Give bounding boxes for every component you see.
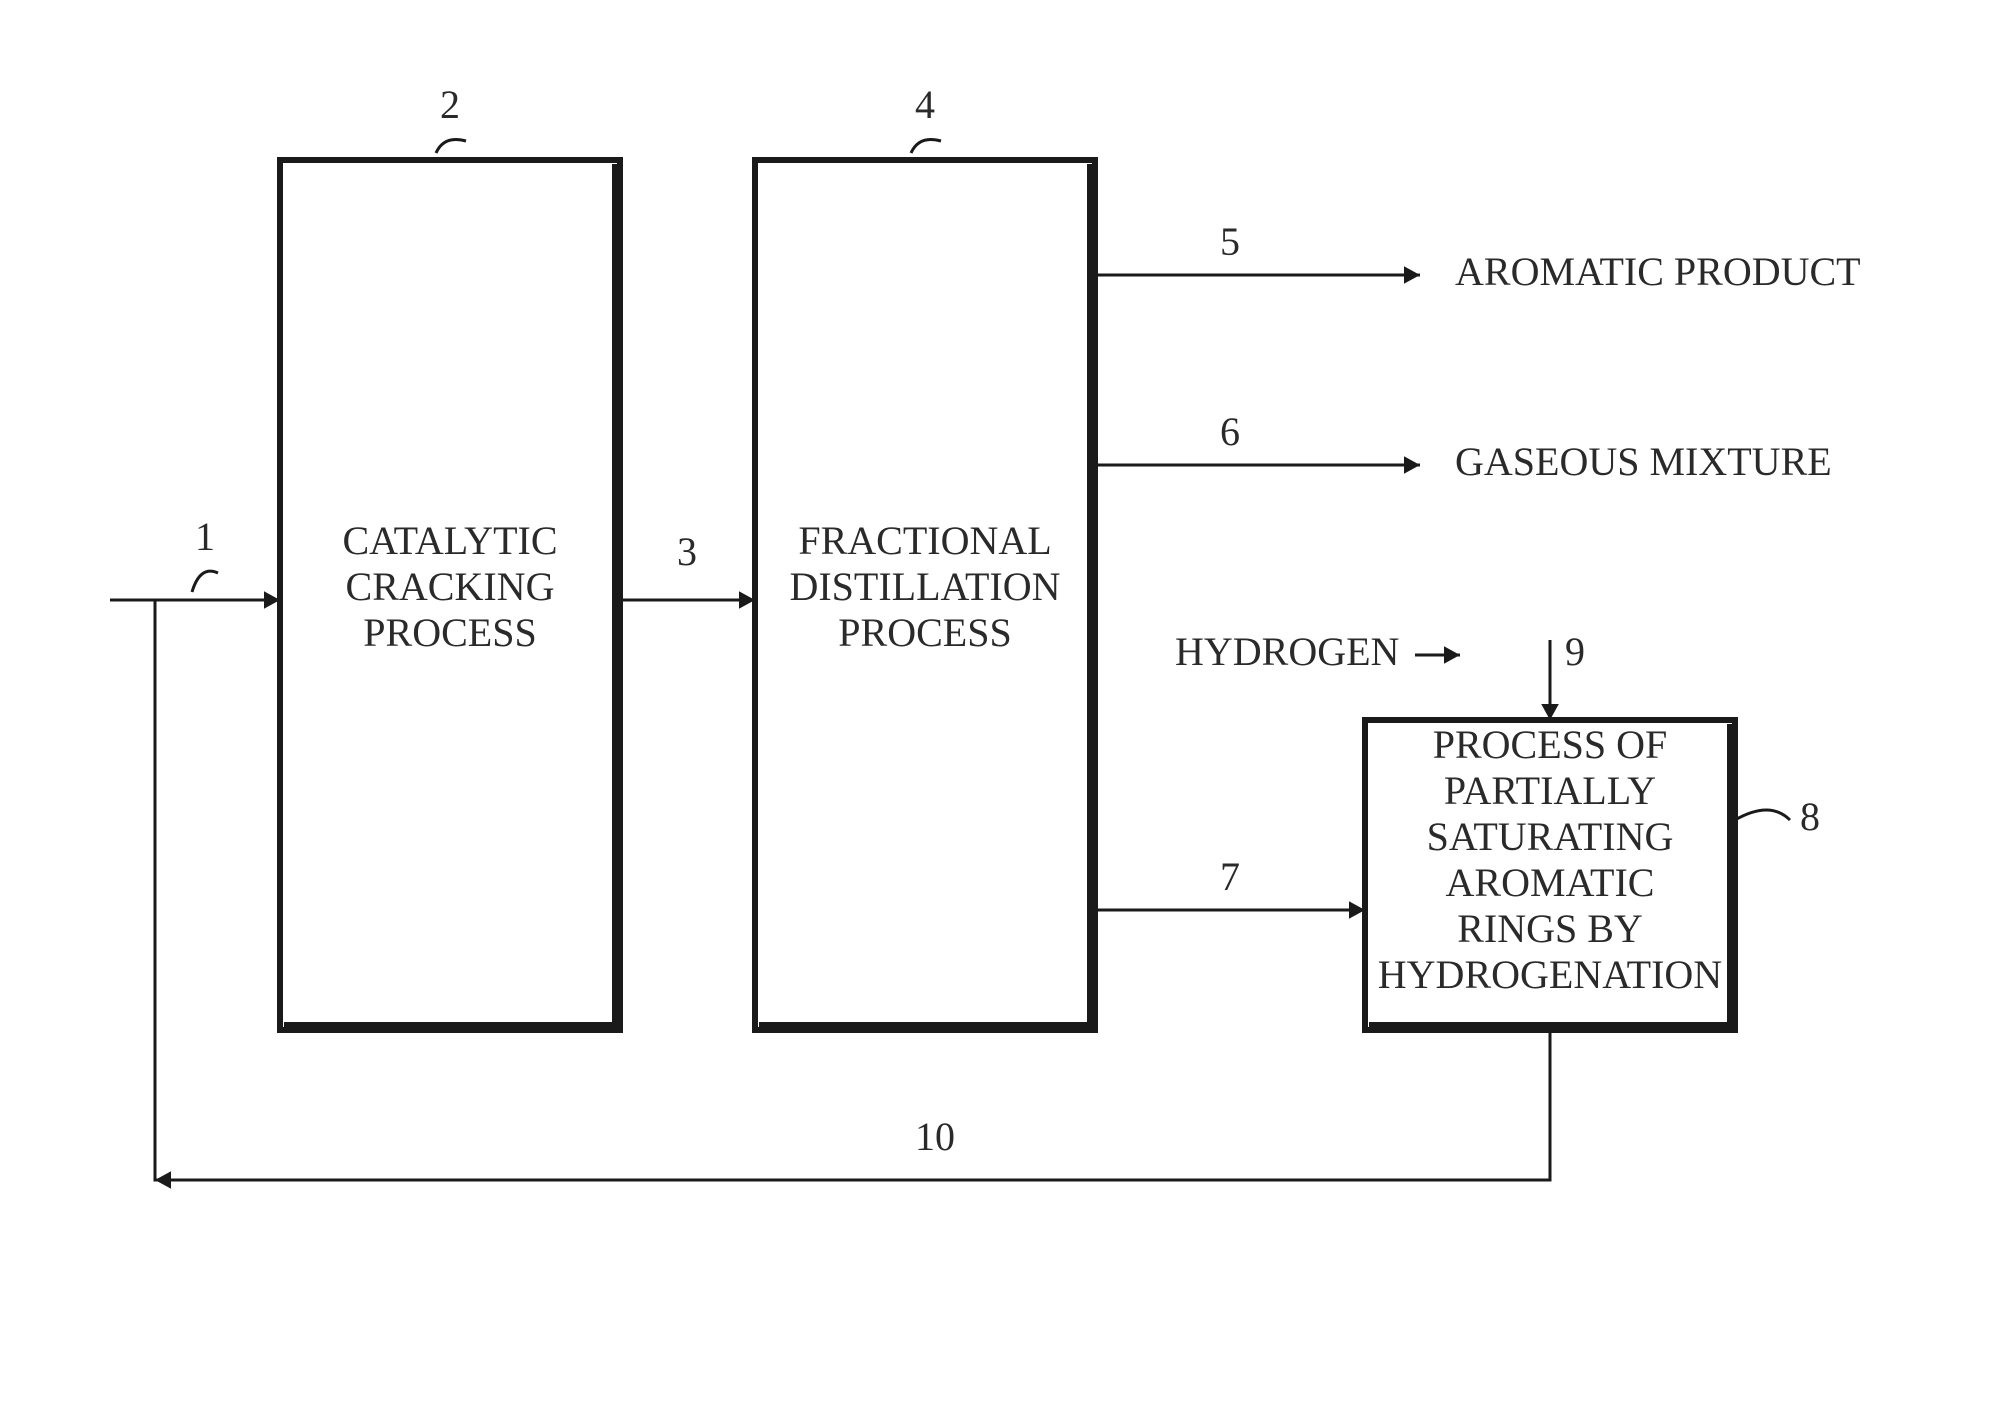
stream-arrow-5 (1404, 266, 1420, 284)
process-box-label: PROCESS (838, 610, 1011, 655)
box-ref-num: 4 (915, 82, 935, 127)
process-box-label: CATALYTIC (343, 518, 558, 563)
process-box-label: AROMATIC (1446, 860, 1655, 905)
process-box-label: PROCESS OF (1433, 722, 1668, 767)
process-box-label: PROCESS (363, 610, 536, 655)
box-shadow-bottom (284, 1022, 620, 1030)
process-box-label: SATURATING (1427, 814, 1674, 859)
stream-num-3: 3 (677, 529, 697, 574)
box-shadow-right (612, 164, 620, 1030)
stream-num-7: 7 (1220, 854, 1240, 899)
process-box-label: CRACKING (346, 564, 555, 609)
stream-num-5: 5 (1220, 219, 1240, 264)
box-shadow-right (1727, 724, 1735, 1030)
stream-label-9: HYDROGEN (1175, 629, 1399, 674)
ref-tick (192, 571, 218, 592)
stream-num-10: 10 (915, 1114, 955, 1159)
box-ref-num: 2 (440, 82, 460, 127)
stream-arrow-10 (155, 1171, 171, 1189)
ref-leader (1735, 810, 1790, 820)
stream-label-6: GASEOUS MIXTURE (1455, 439, 1832, 484)
stream-label-5: AROMATIC PRODUCT (1455, 249, 1861, 294)
box-shadow-right (1087, 164, 1095, 1030)
process-box-label: DISTILLATION (789, 564, 1060, 609)
ref-tick (911, 140, 941, 154)
stream-num-9: 9 (1565, 629, 1585, 674)
stream-arrow-6 (1404, 456, 1420, 474)
process-box-label: FRACTIONAL (798, 518, 1051, 563)
label-arrowhead (1444, 646, 1460, 664)
box-shadow-bottom (1369, 1022, 1735, 1030)
process-box-label: HYDROGENATION (1378, 952, 1722, 997)
stream-num-1: 1 (195, 514, 215, 559)
ref-tick (436, 140, 466, 154)
process-box-label: PARTIALLY (1444, 768, 1656, 813)
stream-num-6: 6 (1220, 409, 1240, 454)
process-box-label: RINGS BY (1457, 906, 1643, 951)
box-shadow-bottom (759, 1022, 1095, 1030)
box-ref-num: 8 (1800, 794, 1820, 839)
